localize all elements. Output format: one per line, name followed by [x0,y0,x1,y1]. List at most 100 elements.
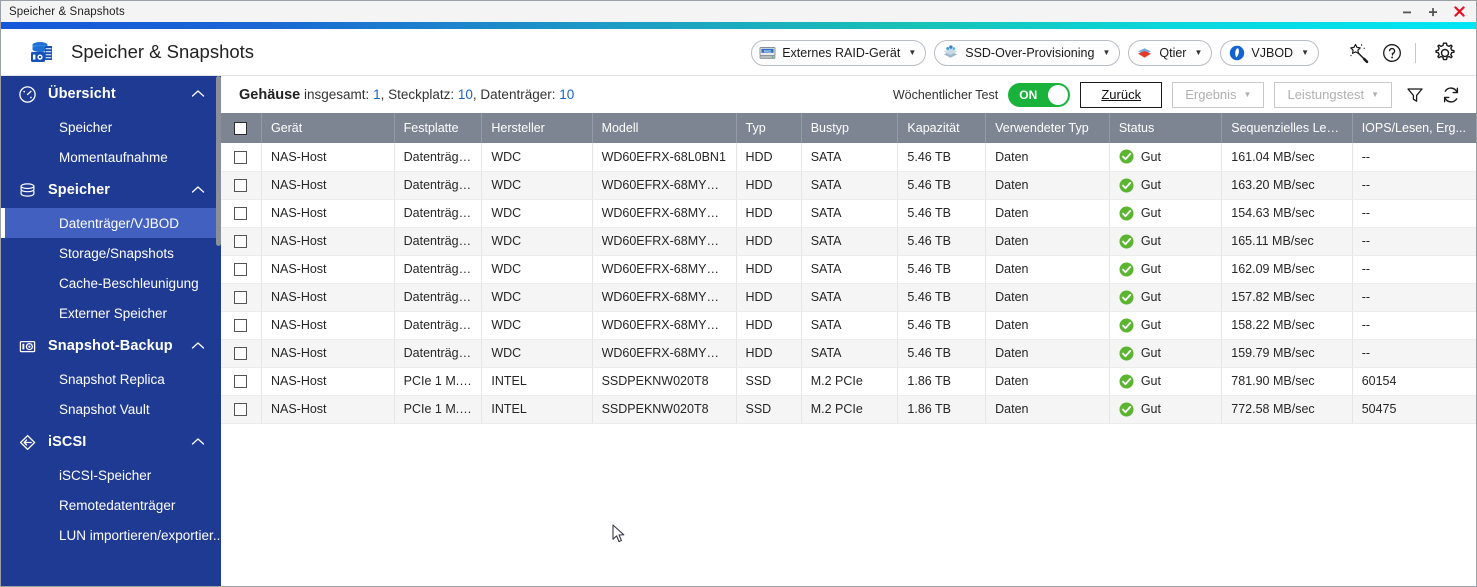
table-row[interactable]: NAS-Host Datenträger 1 WDC WD60EFRX-68L0… [221,143,1476,172]
sidebar-group-snapshot-backup[interactable]: Snapshot-Backup [1,328,221,364]
column-header-bustyp[interactable]: Bustyp [801,113,899,143]
column-header-hersteller[interactable]: Hersteller [481,113,593,143]
sidebar-item-datentraeger-vjbod[interactable]: Datenträger/VJBOD [1,208,221,238]
table-row[interactable]: NAS-Host Datenträger 7 WDC WD60EFRX-68MY… [221,311,1476,340]
row-select-cell[interactable] [221,255,262,284]
sidebar-group-speicher[interactable]: Speicher [1,172,221,208]
cell-bus: SATA [801,311,899,340]
table-row[interactable]: NAS-Host PCIe 1 M.2 SS INTEL SSDPEKNW020… [221,367,1476,396]
status-good-icon [1119,374,1134,388]
table-row[interactable]: NAS-Host Datenträger 2 WDC WD60EFRX-68MY… [221,171,1476,200]
sidebar-item-snapshot-replica[interactable]: Snapshot Replica [1,364,221,394]
sidebar-scrollbar-thumb[interactable] [216,76,221,246]
sidebar-item-remotedatentraeger[interactable]: Remotedatenträger [1,490,221,520]
column-header-verwendeter-typ[interactable]: Verwendeter Typ [985,113,1110,143]
select-all-header[interactable] [221,113,262,143]
minimize-icon [1403,11,1411,13]
row-checkbox[interactable] [234,150,248,164]
row-checkbox[interactable] [234,263,248,277]
cell-vendor: INTEL [481,367,593,396]
cell-iops: -- [1352,339,1476,368]
storage-stack-icon [16,179,38,201]
disk-table-container: Gerät Festplatte Hersteller Modell Typ B… [221,113,1476,586]
row-select-cell[interactable] [221,367,262,396]
row-select-cell[interactable] [221,283,262,312]
cell-seq-read: 163.20 MB/sec [1221,171,1353,200]
cell-type: SSD [736,395,802,424]
settings-button[interactable] [1428,36,1462,70]
vjbod-dropdown[interactable]: VJBOD ▼ [1220,39,1319,66]
sidebar-item-speicher-overview[interactable]: Speicher [1,112,221,142]
refresh-button[interactable] [1438,82,1464,108]
sidebar-scrollbar[interactable] [216,76,221,586]
close-button[interactable] [1446,1,1472,22]
column-header-kapazitaet[interactable]: Kapazität [897,113,987,143]
cell-used-type: Daten [985,311,1110,340]
row-checkbox[interactable] [234,319,248,333]
cell-used-type: Daten [985,143,1110,172]
external-raid-device-dropdown[interactable]: RAID Externes RAID-Gerät ▼ [751,39,927,66]
filter-button[interactable] [1402,82,1428,108]
magic-wand-button[interactable] [1341,36,1375,70]
table-row[interactable]: NAS-Host Datenträger 4 WDC WD60EFRX-68MY… [221,227,1476,256]
row-checkbox[interactable] [234,403,248,417]
row-select-cell[interactable] [221,171,262,200]
table-row[interactable]: NAS-Host Datenträger 3 WDC WD60EFRX-68MY… [221,199,1476,228]
back-button[interactable]: Zurück [1080,81,1163,108]
sidebar-item-snapshot-vault[interactable]: Snapshot Vault [1,394,221,424]
sidebar-item-label: Speicher [59,119,113,135]
column-header-sequenzielles-lesen[interactable]: Sequenzielles Lesen [1221,113,1353,143]
weekly-test-toggle[interactable]: ON [1008,82,1071,107]
sidebar-item-lun-import-export[interactable]: LUN importieren/exportier... [1,520,221,550]
row-checkbox[interactable] [234,375,248,389]
column-header-iops[interactable]: IOPS/Lesen, Erg... [1352,113,1476,143]
qtier-dropdown[interactable]: Qtier ▼ [1128,39,1213,66]
sidebar-item-label: Snapshot Vault [59,401,150,417]
cell-used-type: Daten [985,199,1110,228]
cell-type: HDD [736,199,802,228]
sidebar-group-iscsi[interactable]: iSCSI [1,424,221,460]
cell-status: Gut [1109,367,1223,396]
ssd-over-provisioning-dropdown[interactable]: SSD-Over-Provisioning ▼ [934,39,1121,66]
table-row[interactable]: NAS-Host Datenträger 5 WDC WD60EFRX-68MY… [221,255,1476,284]
row-select-cell[interactable] [221,227,262,256]
help-button[interactable] [1375,36,1409,70]
sidebar-item-iscsi-speicher[interactable]: iSCSI-Speicher [1,460,221,490]
sidebar-group-uebersicht[interactable]: Übersicht [1,76,221,112]
row-select-cell[interactable] [221,339,262,368]
window-title: Speicher & Snapshots [9,5,125,18]
column-header-festplatte[interactable]: Festplatte [394,113,483,143]
cell-capacity: 5.46 TB [897,283,987,312]
table-row[interactable]: NAS-Host Datenträger 6 WDC WD60EFRX-68MY… [221,283,1476,312]
cell-device: NAS-Host [261,199,395,228]
row-select-cell[interactable] [221,395,262,424]
maximize-button[interactable] [1420,1,1446,22]
cell-status: Gut [1109,199,1223,228]
column-header-status[interactable]: Status [1109,113,1223,143]
table-row[interactable]: NAS-Host PCIe 1 M.2 SS INTEL SSDPEKNW020… [221,395,1476,424]
column-header-modell[interactable]: Modell [592,113,737,143]
row-checkbox[interactable] [234,179,248,193]
select-all-checkbox[interactable] [234,122,248,136]
row-select-cell[interactable] [221,143,262,172]
cell-status: Gut [1109,311,1223,340]
row-select-cell[interactable] [221,311,262,340]
chevron-down-icon: ▼ [1102,48,1111,57]
header-toolbar: RAID Externes RAID-Gerät ▼ [751,29,1476,76]
column-header-geraet[interactable]: Gerät [261,113,395,143]
chevron-up-icon [191,181,205,199]
row-checkbox[interactable] [234,207,248,221]
row-select-cell[interactable] [221,199,262,228]
row-checkbox[interactable] [234,291,248,305]
status-label: Gut [1140,234,1161,248]
sidebar-item-externer-speicher[interactable]: Externer Speicher [1,298,221,328]
minimize-button[interactable] [1394,1,1420,22]
row-checkbox[interactable] [234,347,248,361]
column-header-typ[interactable]: Typ [736,113,802,143]
cell-capacity: 5.46 TB [897,199,987,228]
sidebar-item-storage-snapshots[interactable]: Storage/Snapshots [1,238,221,268]
sidebar-item-momentaufnahme[interactable]: Momentaufnahme [1,142,221,172]
table-row[interactable]: NAS-Host Datenträger 8 WDC WD60EFRX-68MY… [221,339,1476,368]
sidebar-item-cache-beschleunigung[interactable]: Cache-Beschleunigung [1,268,221,298]
row-checkbox[interactable] [234,235,248,249]
